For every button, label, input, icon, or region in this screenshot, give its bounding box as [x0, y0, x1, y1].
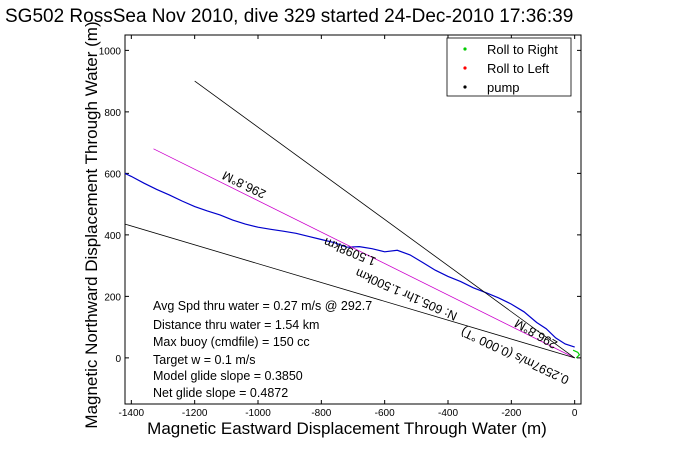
y-tick-label: 0 — [115, 354, 121, 365]
annotation-distance: Distance thru water = 1.54 km — [153, 318, 319, 332]
y-tick-label: 200 — [104, 292, 121, 303]
annotation-target-w: Target w = 0.1 m/s — [153, 353, 255, 367]
legend-label-pump: pump — [487, 80, 520, 95]
legend: Roll to Right Roll to Left pump — [446, 37, 572, 97]
x-axis-label: Magnetic Eastward Displacement Through W… — [147, 419, 547, 438]
legend-label-roll-right: Roll to Right — [487, 42, 558, 57]
x-tick-label: 0 — [572, 408, 578, 419]
y-tick-label: 600 — [104, 169, 121, 180]
heading-line — [153, 148, 575, 359]
x-tick-label: -800 — [311, 408, 331, 419]
annotation-max-buoy: Max buoy (cmdfile) = 150 cc — [153, 335, 310, 349]
x-tick-label: -200 — [501, 408, 521, 419]
x-tick-label: -1000 — [245, 408, 271, 419]
reference-line-lower — [124, 223, 575, 359]
x-tick-label: -1400 — [119, 408, 145, 419]
y-tick-label: 400 — [104, 231, 121, 242]
y-axis: 0 200 400 600 800 1000 — [99, 46, 581, 365]
reference-line-upper — [194, 80, 575, 359]
legend-marker-roll-right — [463, 47, 467, 51]
annotation-model-glide: Model glide slope = 0.3850 — [153, 369, 303, 383]
roll-right-markers — [572, 349, 581, 359]
annotation-net-glide: Net glide slope = 0.4872 — [153, 386, 288, 400]
annotation-avg-speed: Avg Spd thru water = 0.27 m/s @ 292.7 — [153, 299, 372, 313]
dive-track-line — [124, 172, 575, 348]
legend-box — [446, 37, 572, 97]
legend-label-roll-left: Roll to Left — [487, 61, 550, 76]
y-tick-label: 800 — [104, 108, 121, 119]
y-tick-label: 1000 — [99, 46, 122, 57]
plot-area — [124, 34, 582, 405]
series-layer — [124, 80, 581, 359]
x-tick-label: -1200 — [182, 408, 208, 419]
chart-title: SG502 RossSea Nov 2010, dive 329 started… — [5, 6, 573, 27]
y-axis-label: Magnetic Northward Displacement Through … — [82, 21, 101, 428]
annotation-block: Avg Spd thru water = 0.27 m/s @ 292.7 Di… — [153, 299, 372, 400]
legend-marker-roll-left — [463, 66, 467, 70]
legend-marker-pump — [463, 85, 467, 89]
x-tick-label: -400 — [438, 408, 458, 419]
x-tick-label: -600 — [375, 408, 395, 419]
x-axis: -1400 -1200 -1000 -800 -600 -400 -200 0 — [119, 35, 578, 419]
